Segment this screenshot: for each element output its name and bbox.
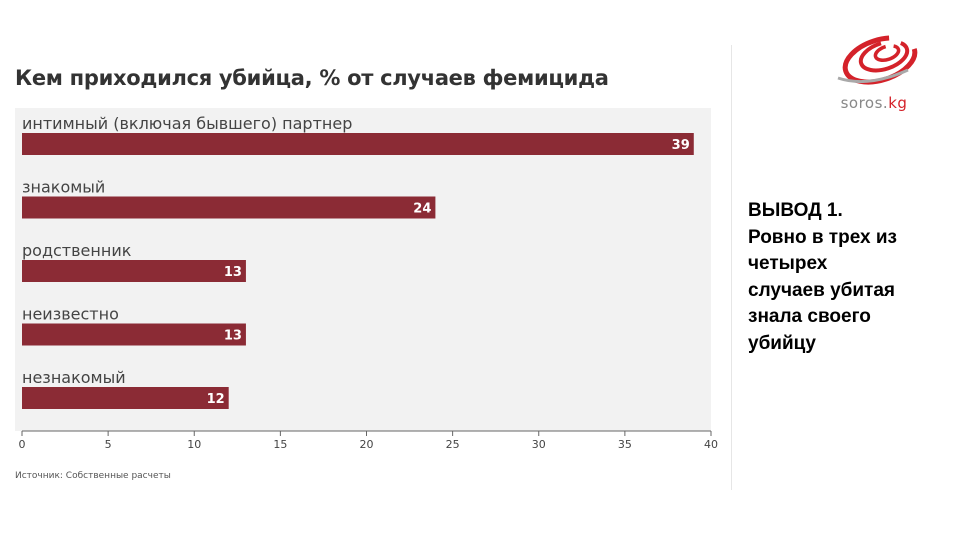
x-tick-label: 5: [105, 438, 112, 451]
data-label: 13: [224, 329, 242, 344]
logo-text-accent: kg: [888, 94, 908, 112]
category-label: родственник: [22, 241, 132, 260]
data-label: 39: [672, 138, 690, 153]
soros-logo: soros.kg: [828, 30, 920, 122]
chart-title: Кем приходился убийца, % от случаев феми…: [15, 66, 609, 90]
conclusion-line: знала своего: [748, 306, 871, 327]
data-label: 24: [413, 202, 431, 217]
x-tick-label: 15: [273, 438, 287, 451]
conclusion-line: случаев убитая: [748, 279, 896, 301]
x-tick-label: 40: [704, 438, 718, 451]
x-tick-label: 20: [360, 438, 374, 451]
vertical-divider: [731, 45, 732, 490]
conclusion-line: убийцу: [748, 332, 816, 354]
soros-logo-icon: [837, 35, 918, 85]
x-tick-label: 30: [532, 438, 546, 451]
logo-text: soros.kg: [828, 94, 920, 112]
bar: [22, 196, 436, 219]
conclusion-line: Ровно в трех из: [748, 226, 898, 248]
data-label: 12: [207, 392, 225, 407]
bar: [22, 323, 246, 346]
bar: [22, 260, 246, 282]
category-label: незнакомый: [22, 368, 126, 387]
x-tick-label: 0: [19, 438, 26, 451]
x-tick-label: 10: [187, 438, 201, 451]
bar: [22, 387, 229, 409]
bar: [22, 133, 694, 155]
conclusion-line: четырех: [748, 253, 828, 274]
category-label: неизвестно: [22, 305, 119, 324]
source-note: Источник: Собственные расчеты: [15, 471, 171, 481]
conclusion-line: ВЫВОД 1.: [748, 200, 843, 221]
category-label: знакомый: [22, 178, 105, 197]
data-label: 13: [224, 265, 242, 280]
x-tick-label: 25: [446, 438, 460, 451]
x-tick-label: 35: [618, 438, 632, 451]
conclusion-text: ВЫВОД 1. Ровно в трех из четырех случаев…: [748, 198, 948, 357]
category-label: интимный (включая бывшего) партнер: [22, 114, 352, 133]
logo-text-main: soros.: [840, 94, 889, 112]
